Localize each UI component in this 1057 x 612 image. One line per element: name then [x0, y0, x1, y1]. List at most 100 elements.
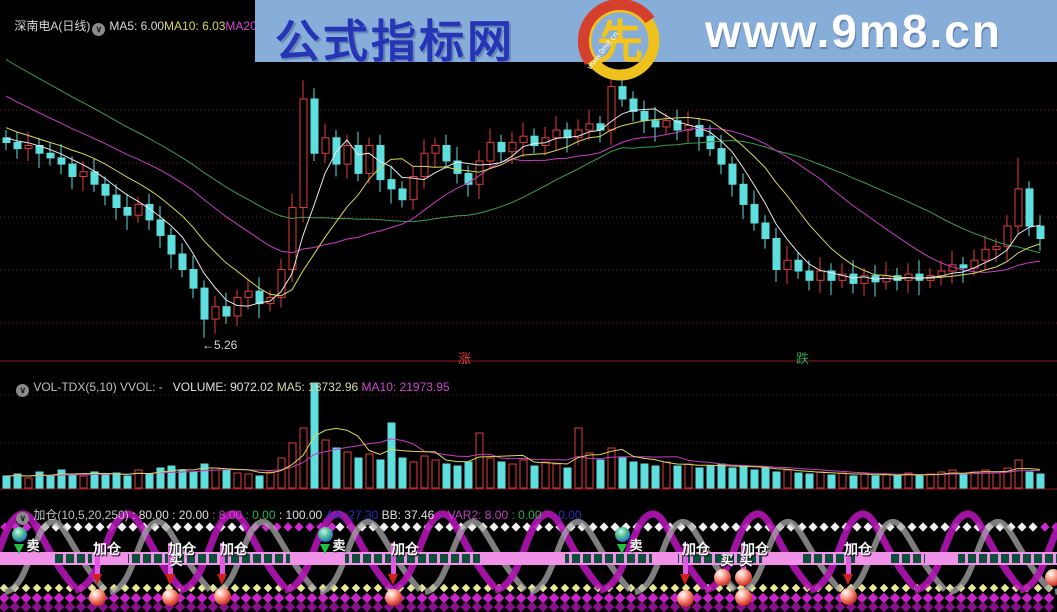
- signal-bar-gap: [925, 552, 958, 565]
- diamond: [9, 601, 21, 612]
- diamond: [317, 592, 329, 604]
- diamond: [372, 592, 384, 604]
- diamond: [868, 583, 878, 593]
- volume-bar: [926, 473, 935, 489]
- volume-bar: [387, 422, 396, 489]
- diamond: [944, 601, 956, 612]
- volume-bar: [277, 457, 286, 489]
- diamond: [390, 522, 400, 532]
- diamond: [940, 522, 950, 532]
- volume-bar: [343, 451, 352, 489]
- legend-part: : 100.00: [278, 508, 326, 522]
- diamond: [449, 601, 461, 612]
- volume-bar: [68, 473, 77, 489]
- candle-body: [398, 188, 407, 201]
- legend-part: : 20.00: [172, 508, 213, 522]
- diamond: [84, 522, 94, 532]
- diamond: [317, 601, 329, 612]
- diamond: [559, 601, 571, 612]
- ma10-line: [5, 116, 1041, 297]
- diamond: [658, 601, 670, 612]
- diamond: [757, 601, 769, 612]
- volume-bar: [662, 461, 671, 489]
- buy-arrow-icon: [843, 574, 853, 590]
- diamond: [460, 601, 472, 612]
- candle-body: [464, 172, 473, 185]
- volume-bar: [376, 459, 385, 489]
- volume-bar: [948, 469, 957, 489]
- volume-bar: [684, 463, 693, 489]
- diamond: [526, 601, 538, 612]
- signal-ball-icon: [89, 589, 106, 606]
- diamond: [427, 592, 439, 604]
- sell-signal-label: 卖: [26, 538, 40, 553]
- chevron-down-icon[interactable]: ∨: [16, 384, 30, 397]
- diamond: [603, 601, 615, 612]
- volume-bar: [508, 463, 517, 489]
- candle-body: [409, 176, 418, 201]
- volume-bar: [838, 472, 847, 489]
- diamond: [449, 592, 461, 604]
- candle-body: [244, 290, 253, 298]
- candle-body: [673, 120, 682, 131]
- volume-bar: [420, 455, 429, 489]
- signal-bar: [0, 552, 1057, 565]
- add-position-label: 加仓: [220, 541, 248, 557]
- volume-bar: [970, 471, 979, 489]
- diamond: [500, 522, 510, 532]
- volume-bar: [893, 475, 902, 489]
- diamond: [32, 583, 42, 593]
- diamond: [450, 583, 460, 593]
- diamond: [989, 583, 999, 593]
- buy-signal-label: 买: [739, 553, 753, 568]
- jiacang-indicator-row: ∨ 加仓(10,5,20,250) : 80.00 : 20.00 : 8.00 …: [1, 493, 582, 540]
- candle-body: [68, 163, 77, 178]
- candle-body: [299, 98, 308, 208]
- ad-banner[interactable]: 公式指标网 www.9m8.cn 先 www.9m8.cn: [255, 0, 1057, 81]
- volume-bar: [849, 475, 858, 489]
- chevron-down-icon[interactable]: ∨: [92, 23, 106, 36]
- buy-arrow-icon: [680, 574, 690, 590]
- add-position-label: 加仓: [391, 541, 419, 557]
- buy-arrow-icon: [165, 574, 175, 590]
- volume-bar: [222, 469, 231, 489]
- candle-body: [695, 124, 704, 137]
- diamond: [295, 592, 307, 604]
- volume-bar: [882, 473, 891, 489]
- volume-bar: [156, 467, 165, 489]
- candle-body: [46, 152, 55, 159]
- diamond: [967, 583, 977, 593]
- candle-body: [189, 269, 198, 289]
- volume-bar: [805, 473, 814, 489]
- diamond: [856, 601, 868, 612]
- chevron-down-icon[interactable]: ∨: [16, 512, 30, 525]
- legend-part: BB: 37.46: [381, 508, 448, 522]
- diamond: [405, 601, 417, 612]
- volume-bar: [728, 467, 737, 489]
- diamond: [731, 522, 741, 532]
- volume-bar: [541, 461, 550, 489]
- diamond: [252, 583, 262, 593]
- ma-long-line: [5, 59, 1041, 254]
- chart-header-row: 深南电A(日线) ∨ MA5: 6.00MA10: 6.03MA20:: [1, 4, 260, 51]
- candle-body: [629, 98, 638, 112]
- diamond: [335, 522, 345, 532]
- candle-body: [376, 145, 385, 181]
- diamond: [988, 601, 1000, 612]
- volume-bar: [706, 465, 715, 489]
- symbol-title: 深南电A(日线): [14, 19, 91, 33]
- diamond: [241, 583, 251, 593]
- diamond: [339, 592, 351, 604]
- diamond: [724, 601, 736, 612]
- candle-body: [585, 123, 594, 131]
- diamond: [918, 522, 928, 532]
- candle-body: [1014, 188, 1023, 227]
- legend-part: : 0.00: [511, 508, 552, 522]
- diamond: [907, 522, 917, 532]
- banner-url-text[interactable]: www.9m8.cn: [705, 5, 1002, 57]
- ma5-line: [5, 108, 1041, 307]
- diamond: [879, 583, 889, 593]
- legend-part: MA5: 6.00: [109, 19, 165, 33]
- diamond: [614, 601, 626, 612]
- diamond: [427, 601, 439, 612]
